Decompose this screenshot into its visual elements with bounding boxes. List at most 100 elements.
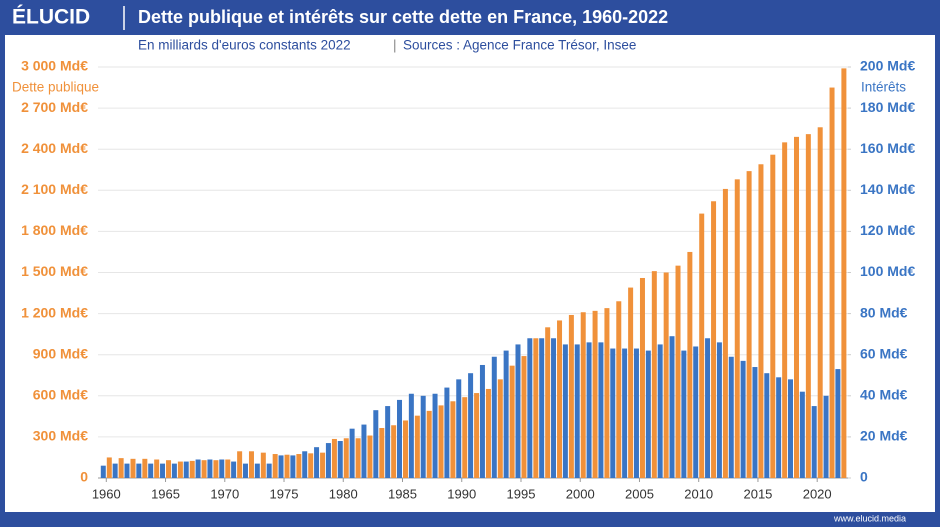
bar [438,405,444,478]
bar [225,459,231,478]
bar [397,399,403,478]
bar [539,338,545,478]
bar [207,459,213,478]
footer: www.elucid.media [833,513,906,523]
x-tick-label: 1970 [210,486,239,501]
bar [373,410,379,478]
bar [462,397,468,478]
bar [349,428,355,478]
bar [645,350,651,478]
y2-tick-label: 140 Md€ [860,181,915,197]
x-tick-label: 1990 [447,486,476,501]
y2-tick-label: 0 [860,469,868,485]
y2-axis-label: Intérêts [861,80,906,95]
bar [699,213,705,478]
bar [681,350,687,478]
bar [639,277,645,478]
bar [557,320,563,478]
bar [124,463,130,478]
bar [811,406,817,478]
bar [616,301,622,478]
bar [308,453,314,478]
x-tick-label: 1965 [151,486,180,501]
bar [829,87,835,479]
bar [231,461,237,478]
bar [325,443,331,478]
y-tick-label: 1 200 Md€ [21,304,88,320]
bar [361,424,367,478]
bar [562,344,568,478]
bar [343,438,349,478]
bar [521,356,527,478]
bar [142,458,148,478]
bar [213,460,219,478]
bar [687,251,693,478]
bar [278,455,284,478]
bar [835,369,841,478]
y2-tick-label: 100 Md€ [860,263,915,279]
bar [426,410,432,478]
y2-tick-label: 120 Md€ [860,222,915,238]
bar [663,272,669,478]
bar [491,356,497,478]
bar [586,342,592,478]
bar [148,463,154,478]
bar [734,179,740,478]
bar [385,406,391,478]
y-tick-label: 1 800 Md€ [21,222,88,238]
bar [485,388,491,478]
chart-title: Dette publique et intérêts sur cette det… [138,7,668,27]
y-tick-label: 2 100 Md€ [21,181,88,197]
bar [408,393,414,478]
bar [100,465,106,478]
chart-subtitle: En milliards d'euros constants 2022 [138,38,351,53]
y2-tick-label: 200 Md€ [860,58,915,74]
bar [633,348,639,478]
bar [711,201,717,478]
separator: | [393,38,397,53]
bar [651,271,657,478]
bar [817,127,823,478]
bar [320,452,326,478]
bar [391,425,397,478]
bar [752,367,758,478]
bar [716,342,722,478]
y2-tick-label: 20 Md€ [860,428,908,444]
y2-tick-label: 180 Md€ [860,99,915,115]
bar [248,451,254,478]
bar [432,393,438,478]
bar [497,379,503,478]
bar [474,393,480,478]
y-tick-label: 1 500 Md€ [21,263,88,279]
bar [509,365,515,478]
bar [787,379,793,478]
bar [592,310,598,478]
bar [456,379,462,478]
bar [604,308,610,478]
bar [118,458,124,478]
bar [367,435,373,478]
bar [722,188,728,478]
bar [598,342,604,478]
bar [160,463,166,478]
bar [515,344,521,478]
x-tick-label: 2015 [743,486,772,501]
bar [823,395,829,478]
bar [201,460,207,478]
bar [266,463,272,478]
y-axis-label: Dette publique [12,80,99,95]
bar [533,338,539,478]
bar [450,401,456,478]
bar [545,327,551,478]
bar [574,344,580,478]
bar [130,458,136,478]
y2-tick-label: 160 Md€ [860,140,915,156]
bar [675,265,681,478]
chart-source: Sources : Agence France Trésor, Insee [403,38,636,53]
x-tick-label: 2010 [684,486,713,501]
x-tick-label: 1980 [329,486,358,501]
x-tick-label: 1995 [507,486,536,501]
brand-logo: ÉLUCID [12,6,90,29]
bar [669,336,675,478]
